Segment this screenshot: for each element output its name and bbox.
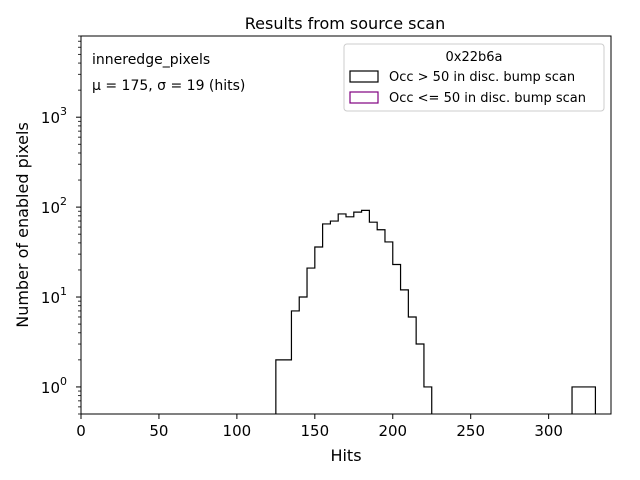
histogram-series-outline xyxy=(571,386,597,414)
x-tick-label: 100 xyxy=(223,422,252,440)
legend-box xyxy=(343,43,605,112)
x-tick-label: 0 xyxy=(76,422,86,440)
y-axis-label: Number of enabled pixels xyxy=(13,122,32,328)
chart-title: Results from source scan xyxy=(245,14,445,33)
legend-title: 0x22b6a xyxy=(446,50,503,65)
x-tick-label: 150 xyxy=(301,422,330,440)
x-axis-ticks: 0 50 100 150 200 250 300 xyxy=(76,414,563,440)
x-axis-label: Hits xyxy=(330,446,361,465)
legend-label-occ-gt-50: Occ > 50 in disc. bump scan xyxy=(389,70,575,85)
annotation-dataset-name: inneredge_pixels xyxy=(92,52,210,68)
legend: 0x22b6a Occ > 50 in disc. bump scan Occ … xyxy=(343,43,605,112)
histogram-bars xyxy=(275,209,597,414)
legend-swatch-occ-gt-50 xyxy=(349,70,379,83)
legend-label-occ-le-50: Occ <= 50 in disc. bump scan xyxy=(389,91,586,106)
x-tick-label: 50 xyxy=(149,422,168,440)
annotation-statistics: μ = 175, σ = 19 (hits) xyxy=(92,78,245,94)
histogram-series-outline xyxy=(275,209,433,414)
x-tick-label: 200 xyxy=(378,422,407,440)
axes-frame xyxy=(80,35,612,415)
x-tick-label: 250 xyxy=(456,422,485,440)
legend-swatch-occ-le-50 xyxy=(349,91,379,104)
x-tick-label: 300 xyxy=(534,422,563,440)
